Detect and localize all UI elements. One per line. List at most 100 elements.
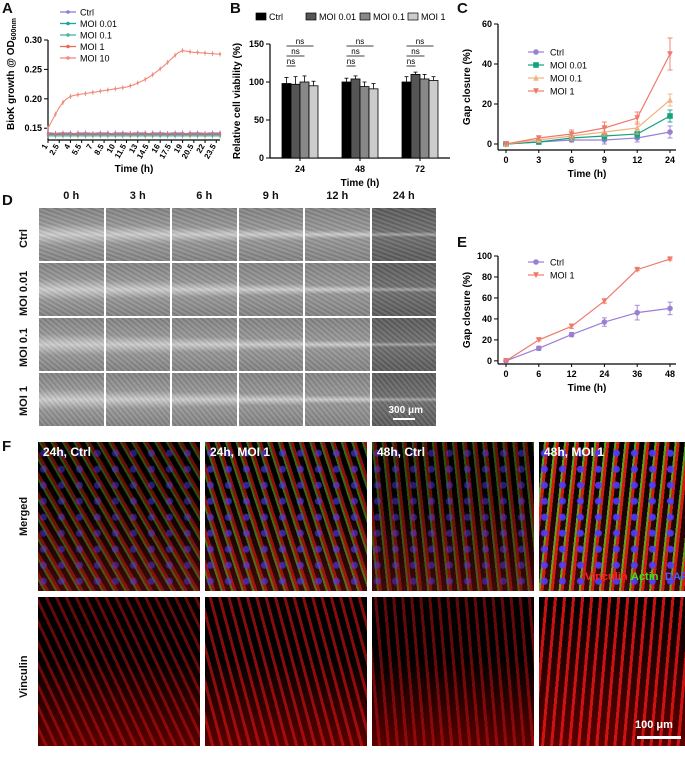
b-sig-label: ns	[347, 57, 355, 66]
c-ytick-label: 60	[482, 19, 492, 29]
panel-label-e: E	[457, 234, 468, 251]
fluor-channel-legend: DAPI	[665, 571, 685, 583]
b-sig-label: ns	[407, 57, 415, 66]
b-bar	[419, 78, 430, 159]
scratch-row-label: MOI 1	[18, 385, 30, 416]
a-point	[121, 132, 124, 136]
vinculin-image	[372, 597, 534, 746]
scratch-col-header: 6 h	[196, 190, 213, 202]
b-legend-label: Ctrl	[269, 12, 283, 22]
e-series-line	[505, 307, 671, 362]
a-point	[91, 91, 95, 94]
scratch-col-header: 0 h	[63, 190, 80, 202]
fluor-col-title: 48h, Ctrl	[377, 445, 426, 459]
b-bar	[290, 83, 301, 159]
a-point	[218, 52, 222, 56]
b-legend-swatch	[359, 12, 371, 21]
merged-image	[38, 442, 200, 591]
a-point	[84, 132, 87, 136]
a-legend-label: MOI 1	[80, 42, 105, 52]
a-legend-marker	[66, 10, 70, 14]
b-legend-label: MOI 1	[421, 12, 446, 22]
b-sig-label: ns	[416, 37, 424, 46]
a-point	[181, 132, 184, 136]
b-xtick-label: 48	[355, 164, 365, 174]
a-series-line	[47, 50, 220, 129]
scratch-image	[370, 372, 437, 427]
scratch-scale-label: 300 μm	[388, 405, 423, 416]
c-point	[667, 113, 673, 119]
e-point	[601, 319, 608, 325]
fluor-scale-label: 100 μm	[635, 719, 673, 731]
b-legend-swatch	[305, 12, 317, 21]
a-point	[46, 127, 50, 130]
panel-label-c: C	[457, 0, 468, 17]
b-sig-label: ns	[291, 47, 299, 56]
b-bar	[401, 81, 412, 159]
vinculin-image	[539, 597, 685, 746]
a-xtick-label: 23.5	[202, 142, 218, 160]
b-xlabel: Time (h)	[341, 178, 380, 189]
a-point	[76, 93, 80, 96]
a-xlabel: Time (h)	[115, 164, 154, 175]
e-series-line	[505, 258, 671, 362]
scratch-assay-grid: 0 h 3 h 6 h 9 h 12 h 24 h Ctrl MOI 0.01 MOI 0.1 M…	[0, 190, 450, 437]
b-ytick-label: 150	[249, 39, 264, 49]
scratch-image	[171, 207, 238, 262]
scratch-image	[104, 207, 171, 262]
scratch-image	[304, 262, 371, 317]
c-point	[667, 51, 673, 58]
merged-image	[539, 442, 685, 591]
b-sig-label: ns	[296, 37, 304, 46]
merged-image	[372, 442, 534, 591]
scratch-image	[237, 372, 304, 427]
a-point	[196, 132, 199, 136]
scratch-image	[237, 317, 304, 372]
panel-label-f: F	[2, 438, 12, 455]
c-point	[667, 129, 673, 135]
e-legend-point	[533, 272, 539, 279]
scratch-row-label: Ctrl	[18, 228, 30, 248]
chart-c-gap-closure: 0 20 40 60 0 3 6 9 12 24 Time (h) Gap closure (%) Ct…	[462, 19, 676, 180]
scratch-col-header: 24 h	[392, 190, 415, 202]
a-point	[84, 92, 87, 95]
a-point	[121, 86, 124, 89]
b-sig-label: ns	[411, 47, 419, 56]
panel-label-b: B	[230, 0, 241, 17]
c-point	[536, 135, 542, 142]
c-legend-point	[533, 88, 539, 95]
a-point	[166, 132, 169, 136]
c-xtick-label: 9	[602, 155, 607, 165]
b-legend-swatch	[407, 12, 419, 21]
a-legend-marker	[66, 44, 70, 49]
c-ytick-label: 20	[482, 99, 492, 109]
a-xtick-label: 2.5	[48, 142, 62, 157]
a-legend-label: MOI 0.1	[80, 31, 112, 41]
a-xtick-label: 20.5	[180, 142, 196, 160]
a-legend-marker	[66, 56, 70, 60]
e-xtick-label: 6	[536, 369, 541, 379]
c-point	[667, 96, 673, 103]
a-legend-marker	[66, 33, 70, 37]
a-point	[158, 132, 162, 136]
e-xtick-label: 36	[632, 369, 642, 379]
e-ytick-label: 80	[482, 272, 492, 282]
a-point	[99, 132, 102, 136]
c-legend-point	[533, 74, 539, 81]
a-point	[203, 51, 207, 55]
a-point	[69, 95, 72, 98]
c-legend-point	[533, 49, 539, 55]
e-point	[568, 323, 575, 330]
scratch-image	[38, 262, 105, 317]
a-point	[99, 89, 102, 93]
b-ytick-label: 50	[254, 115, 264, 125]
c-xtick-label: 12	[632, 155, 642, 165]
a-point	[188, 50, 192, 53]
e-point	[667, 305, 673, 312]
a-point	[54, 112, 57, 116]
a-point	[173, 54, 177, 57]
a-point	[61, 101, 65, 104]
scratch-image	[237, 207, 304, 262]
a-point	[211, 132, 214, 136]
